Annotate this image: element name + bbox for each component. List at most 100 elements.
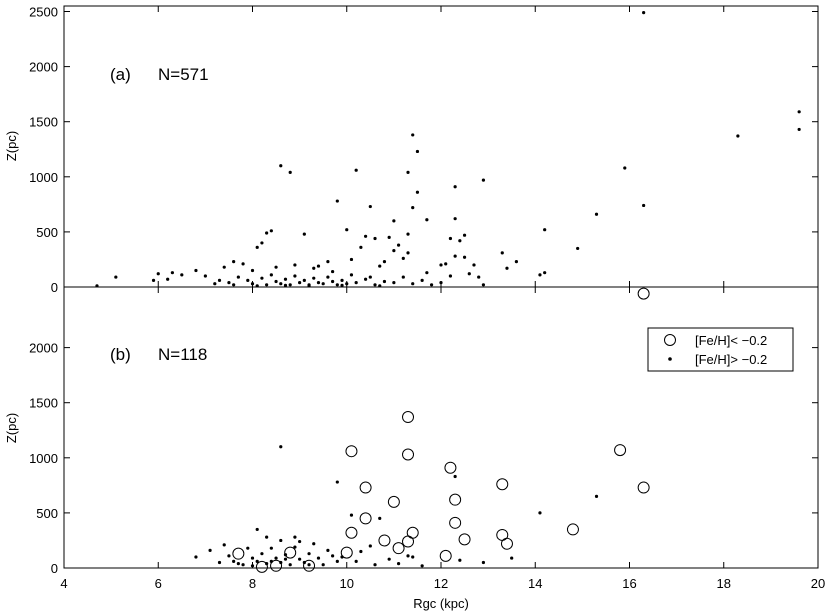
x-tick-label: 20 bbox=[811, 576, 825, 591]
panel-a-dot-point bbox=[274, 265, 278, 269]
panel-a-dot-point bbox=[543, 271, 547, 275]
panel-a-dot-point bbox=[279, 164, 283, 168]
panel-a-dot-point bbox=[283, 283, 288, 287]
panel-b-dot-point bbox=[255, 527, 259, 532]
x-tick-label: 16 bbox=[622, 576, 636, 591]
panel-b-circle-point bbox=[566, 523, 579, 536]
panel-b-dot-point bbox=[378, 516, 382, 521]
panel-a-dot-point bbox=[349, 273, 354, 277]
panel-a-dot-point bbox=[170, 271, 174, 275]
panel-a-dot-point bbox=[269, 273, 273, 277]
panel-b-dot-point bbox=[349, 513, 354, 517]
panel-b-dot-point bbox=[510, 556, 514, 560]
panel-a-dot-point bbox=[213, 282, 217, 286]
panel-a-dot-point bbox=[543, 228, 547, 232]
panel-a-dot-point bbox=[316, 264, 321, 268]
panel-a-dot-point bbox=[448, 274, 453, 278]
panel-b-dot-point bbox=[260, 552, 264, 556]
panel-b-circle-point bbox=[255, 560, 268, 573]
panel-b-circle-point bbox=[284, 546, 297, 559]
panel-a-dot-point bbox=[392, 280, 396, 285]
panel-a-dot-point bbox=[642, 11, 646, 15]
panel-b-circle-point bbox=[232, 547, 245, 560]
panel-b-circle-point bbox=[458, 533, 471, 546]
panel-a-dot-point bbox=[260, 276, 264, 280]
panel-b-dot-point bbox=[279, 538, 283, 543]
panel-b-dot-point bbox=[387, 557, 391, 561]
panel-a-dot-point bbox=[392, 219, 396, 223]
panel-a-dot-point bbox=[642, 203, 646, 208]
panel-a-dot-point bbox=[368, 275, 372, 279]
panel-b-dot-point bbox=[373, 563, 377, 567]
panel-b-dot-point bbox=[302, 560, 306, 565]
panel-b-dot-point bbox=[265, 535, 269, 539]
panel-b-dot-point bbox=[293, 545, 297, 549]
panel-b-dot-point bbox=[368, 544, 372, 548]
panel-a-dot-point bbox=[302, 232, 306, 236]
panel-a-dot-point bbox=[481, 178, 486, 182]
panel-a-dot-point bbox=[481, 283, 486, 287]
panel-b-dot-point bbox=[396, 561, 401, 566]
panel-b-dot-point bbox=[359, 549, 363, 554]
panel-b-dot-point bbox=[340, 555, 344, 559]
panel-a-dot-point bbox=[425, 218, 429, 222]
panel-b-circle-point bbox=[359, 512, 372, 525]
panel-a-dot-point bbox=[444, 262, 448, 266]
panel-a-dot-point bbox=[387, 235, 391, 240]
panel-a-dot-point bbox=[382, 279, 387, 284]
panel-a-dot-point bbox=[406, 170, 410, 174]
panel-a-dot-point bbox=[180, 273, 184, 277]
panel-a-dot-point bbox=[439, 263, 443, 267]
panel-b-circle-point bbox=[496, 478, 509, 491]
panel-a-dot-point bbox=[623, 166, 627, 170]
panel-a-dot-point bbox=[378, 264, 382, 268]
panel-b-dot-point bbox=[255, 559, 259, 563]
panel-a-dot-point bbox=[236, 275, 240, 279]
panel-a-dot-point bbox=[326, 260, 330, 264]
panel-a-dot-point bbox=[114, 275, 118, 279]
panel-a-dot-point bbox=[382, 260, 387, 264]
legend-label-dot: [Fe/H]> −0.2 bbox=[695, 352, 767, 367]
panel-b-dot-point bbox=[321, 563, 325, 567]
panel-b-circle-point bbox=[439, 549, 452, 562]
panel-b-dot-point bbox=[307, 552, 311, 556]
panel-b-dot-point bbox=[316, 556, 321, 560]
panel-b-y-tick-label: 500 bbox=[36, 506, 58, 521]
panel-a-dot-point bbox=[260, 241, 264, 245]
panel-a-dot-point bbox=[340, 278, 344, 282]
panel-b-circle-point bbox=[359, 481, 372, 494]
panel-a-y-tick-label: 2000 bbox=[29, 60, 58, 75]
panel-a-dot-point bbox=[345, 228, 349, 232]
legend-dot-marker bbox=[668, 357, 672, 361]
panel-a-dot-point bbox=[156, 272, 160, 276]
panel-b-dot-point bbox=[293, 535, 297, 539]
panel-a-dot-point bbox=[505, 266, 509, 270]
panel-a-dot-point bbox=[396, 243, 401, 247]
panel-b-y-tick-label: 1000 bbox=[29, 451, 58, 466]
panel-a-dot-point bbox=[415, 190, 420, 194]
panel-a-dot-point bbox=[514, 260, 519, 264]
panel-b-circle-point bbox=[387, 495, 400, 508]
panel-b-circle-point bbox=[637, 287, 650, 300]
panel-a-dot-point bbox=[246, 278, 250, 282]
panel-a-y-tick-label: 1500 bbox=[29, 115, 58, 130]
panel-b-dot-point bbox=[538, 511, 542, 515]
panel-b-y-tick-label: 2000 bbox=[29, 341, 58, 356]
panel-a-points bbox=[95, 11, 801, 288]
panel-a-dot-point bbox=[736, 134, 740, 138]
panel-b-dot-point bbox=[194, 555, 198, 559]
panel-b-dot-point bbox=[453, 474, 457, 479]
panel-a-dot-point bbox=[222, 265, 226, 269]
panel-b-n-label: N=118 bbox=[158, 345, 207, 364]
panel-a-dot-point bbox=[538, 273, 542, 277]
legend-label-circle: [Fe/H]< −0.2 bbox=[695, 333, 767, 348]
x-tick-label: 10 bbox=[340, 576, 354, 591]
panel-a-dot-point bbox=[364, 277, 368, 281]
panel-a-y-tick-label: 0 bbox=[51, 280, 58, 295]
panel-b-circle-point bbox=[496, 528, 509, 541]
x-tick-label: 18 bbox=[717, 576, 731, 591]
panel-a-dot-point bbox=[232, 260, 236, 264]
panel-a-dot-point bbox=[335, 199, 339, 203]
panel-a-dot-point bbox=[458, 239, 462, 243]
